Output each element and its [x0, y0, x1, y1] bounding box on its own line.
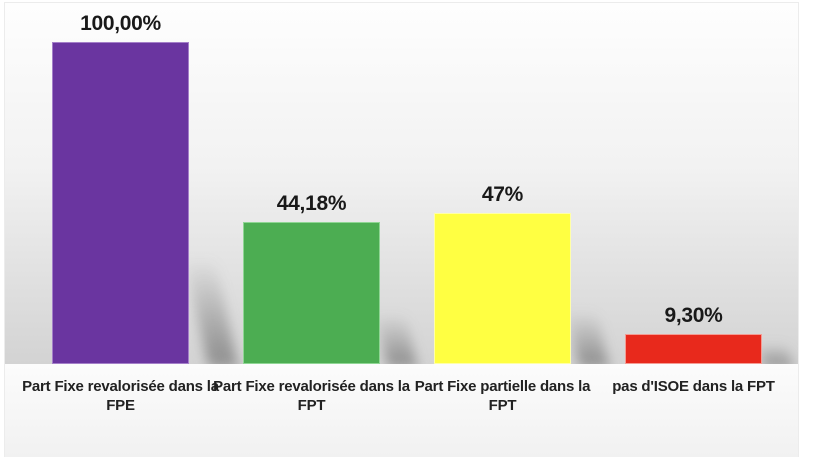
category-label: Part Fixe partielle dans la FPT: [414, 378, 591, 414]
bar-cast-shadow: [758, 344, 794, 364]
category-label: Part Fixe revalorisée dans la FPE: [22, 378, 219, 414]
chart-frame: 100,00% 44,18% 47% 9,30% Part Fixe revalori…: [4, 2, 799, 457]
bar-cast-shadow: [376, 314, 418, 364]
plot-area: 100,00% 44,18% 47% 9,30%: [5, 3, 798, 364]
category-label: Part Fixe revalorisée dans la FPT: [213, 378, 410, 414]
value-label: 9,30%: [664, 304, 723, 327]
category-axis: Part Fixe revalorisée dans la FPE Part Fi…: [5, 364, 798, 457]
value-label: 100,00%: [80, 12, 161, 35]
bar-1: [52, 42, 189, 364]
bar-2: [243, 222, 380, 364]
value-label: 47%: [481, 183, 524, 206]
bar-cast-shadow: [185, 258, 239, 364]
category-label: pas d'ISOE dans la FPT: [612, 378, 775, 395]
bar-3: [434, 213, 571, 364]
bar-4: [625, 334, 762, 364]
value-label: 44,18%: [276, 192, 347, 215]
